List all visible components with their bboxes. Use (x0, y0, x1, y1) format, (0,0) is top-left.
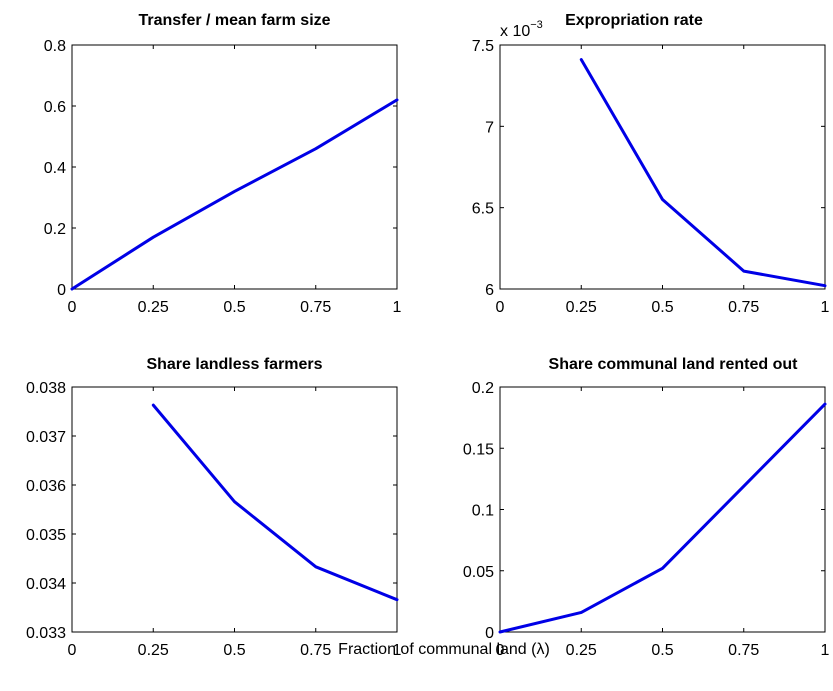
x-axis-label: Fraction of communal land (λ) (338, 641, 550, 658)
panel-title: Share communal land rented out (549, 356, 799, 373)
y-tick-label: 0.036 (26, 478, 66, 495)
x-tick-label: 1 (821, 642, 830, 659)
x-tick-label: 0.25 (566, 642, 597, 659)
x-tick-label: 1 (821, 299, 830, 316)
panel-title: Transfer / mean farm size (138, 12, 330, 29)
panel-landless: Share landless farmers 0 0.25 0.5 0.75 1 0.03… (26, 356, 402, 659)
y-scale-base: x 10 (500, 23, 530, 40)
x-tick-label: 0 (496, 642, 505, 659)
y-tick-label: 0.8 (44, 38, 66, 55)
panel-title: Share landless farmers (146, 356, 322, 373)
y-tick-label: 0.038 (26, 380, 66, 397)
panel-marks: 0 0.25 0.5 0.75 1 0.033 0.034 0.035 0.036 0.037 0.… (26, 380, 402, 659)
y-tick-label: 0.037 (26, 429, 66, 446)
x-tick-label: 0.5 (223, 642, 245, 659)
y-tick-label: 7.5 (472, 38, 494, 55)
series-line (498, 402, 827, 634)
x-tick-label: 0.75 (728, 299, 759, 316)
x-tick-label: 0.5 (651, 642, 673, 659)
x-tick-label: 0.25 (138, 642, 169, 659)
y-tick-label: 0.033 (26, 625, 66, 642)
x-tick-label: 0 (68, 299, 77, 316)
x-tick-label: 0.5 (223, 299, 245, 316)
y-scale-exponent: −3 (530, 19, 543, 31)
x-tick-label: 1 (393, 642, 402, 659)
y-tick-label: 0.034 (26, 576, 66, 593)
panel-rented-out: Share communal land rented out 0 0.25 0.5 0… (463, 356, 830, 659)
y-tick-label: 0.2 (44, 221, 66, 238)
y-tick-label: 7 (485, 119, 494, 136)
plot-area (499, 44, 826, 290)
panel-expropriation: Expropriation rate x 10−3 0 0.25 0.5 0.75 1 6… (472, 12, 830, 316)
y-tick-label: 0.4 (44, 160, 66, 177)
series-line (151, 403, 399, 602)
x-tick-label: 0.75 (300, 642, 331, 659)
panel-marks: 0 0.25 0.5 0.75 1 6 6.5 7 7.5 (472, 38, 830, 316)
y-tick-label: 0 (57, 282, 66, 299)
y-tick-label: 0.05 (463, 564, 494, 581)
panel-title: Expropriation rate (565, 12, 703, 29)
y-tick-label: 0.2 (472, 380, 494, 397)
series-line (70, 98, 399, 291)
panel-marks: 0 0.25 0.5 0.75 1 0 0.2 0.4 0.6 0.8 (44, 38, 402, 316)
y-tick-label: 0.6 (44, 99, 66, 116)
x-tick-label: 0.75 (728, 642, 759, 659)
plot-area (499, 386, 826, 633)
plot-area (71, 386, 398, 633)
y-tick-label: 6 (485, 282, 494, 299)
x-tick-label: 0.75 (300, 299, 331, 316)
x-tick-label: 0.5 (651, 299, 673, 316)
y-tick-label: 0 (485, 625, 494, 642)
panel-transfer: Transfer / mean farm size 0 0.25 0.5 0.75 10… (44, 12, 402, 316)
y-tick-label: 0.1 (472, 503, 494, 520)
x-tick-label: 0 (68, 642, 77, 659)
y-tick-label: 0.035 (26, 527, 66, 544)
x-tick-label: 0.25 (138, 299, 169, 316)
x-tick-label: 0.25 (566, 299, 597, 316)
y-tick-label: 6.5 (472, 201, 494, 218)
panel-marks: 0 0.25 0.5 0.75 1 0 0.05 0.1 0.15 0.2 (463, 380, 830, 659)
y-tick-label: 0.15 (463, 441, 494, 458)
x-tick-label: 1 (393, 299, 402, 316)
x-tick-label: 0 (496, 299, 505, 316)
series-line (579, 58, 827, 288)
y-scale-factor: x 10−3 (500, 19, 543, 40)
plot-area (71, 44, 398, 290)
